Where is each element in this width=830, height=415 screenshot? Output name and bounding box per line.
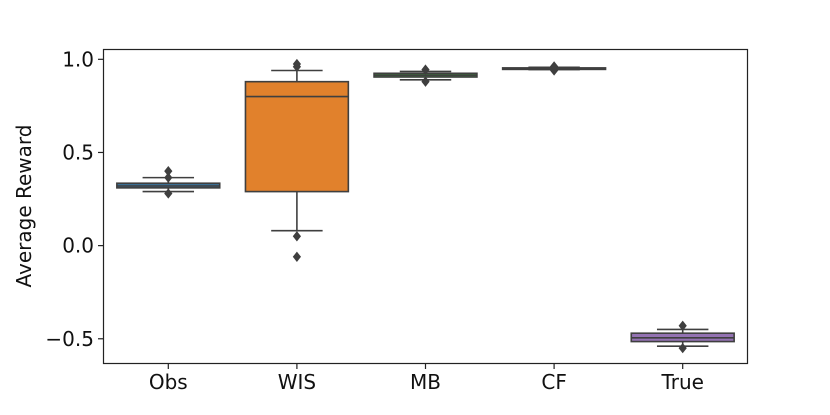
x-tick-label: Obs — [149, 370, 188, 394]
box-mb — [373, 64, 478, 87]
y-axis-label: Average Reward — [12, 125, 36, 288]
y-tick-label: 1.0 — [62, 47, 94, 71]
y-tick-label: −0.5 — [45, 327, 94, 351]
outlier-point — [292, 58, 302, 70]
y-tick-label: 0.5 — [62, 140, 94, 164]
x-tick-label: CF — [541, 370, 566, 394]
outlier-point — [549, 61, 559, 72]
outlier-point — [292, 251, 302, 262]
outlier-point — [678, 342, 687, 354]
y-tick-label: 0.0 — [62, 234, 94, 258]
outlier-point — [678, 320, 687, 331]
outlier-point — [421, 64, 430, 75]
box-wis — [244, 58, 350, 262]
box-obs — [116, 165, 221, 199]
box-iqr — [244, 80, 350, 193]
outlier-point — [292, 231, 302, 242]
x-axis: Obs WIS MB CF True — [149, 363, 704, 394]
outlier-point — [421, 76, 430, 87]
box-true — [630, 320, 735, 354]
outlier-point — [164, 188, 173, 199]
box-cf — [501, 61, 607, 76]
x-tick-label: MB — [410, 370, 441, 394]
outlier-point — [164, 165, 173, 177]
plot-frame — [102, 48, 749, 365]
x-tick-label: True — [660, 370, 703, 394]
plot-marks — [116, 58, 735, 354]
y-axis: 1.0 0.5 0.0 −0.5 — [45, 47, 104, 351]
x-tick-label: WIS — [278, 370, 316, 394]
outlier-point — [164, 172, 173, 183]
